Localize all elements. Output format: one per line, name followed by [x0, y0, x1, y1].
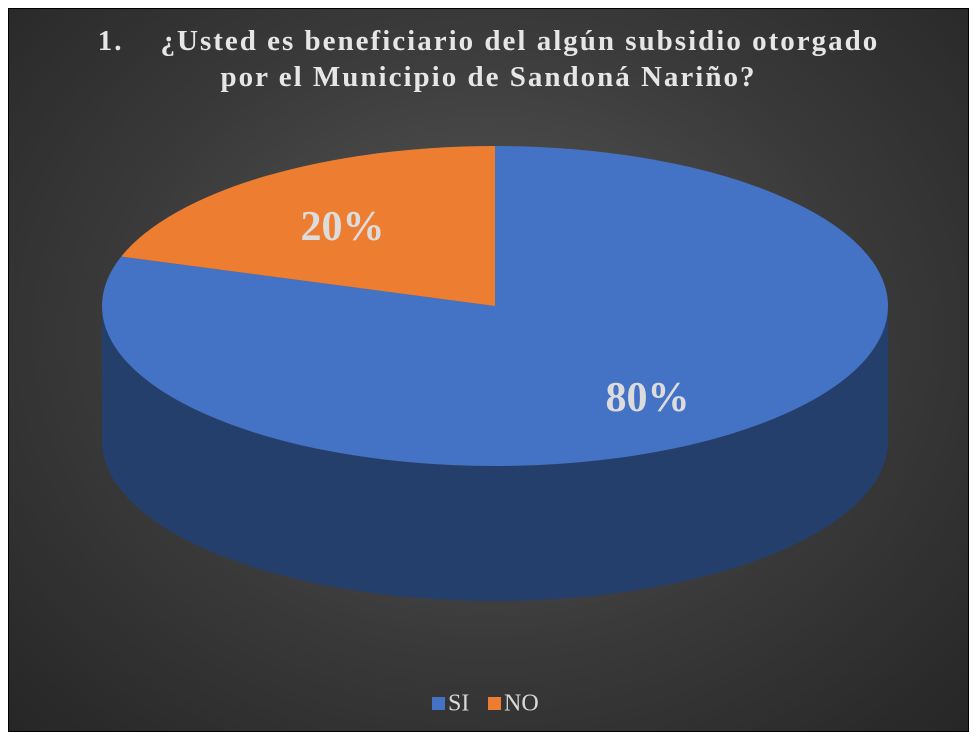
chart-title: 1. ¿Usted es beneficiario del algún subs… — [97, 25, 889, 93]
legend-label: SI — [448, 691, 469, 717]
legend-swatch — [432, 697, 445, 710]
slice — [101, 146, 888, 466]
slice-side — [102, 306, 888, 601]
plot: 80% 20% SI NO — [101, 146, 888, 717]
slice — [121, 146, 495, 306]
data-label: 80% — [605, 375, 689, 421]
legend-swatch — [488, 697, 501, 710]
legend-label: NO — [504, 691, 539, 717]
chart: 1. ¿Usted es beneficiario del algún subs… — [8, 8, 969, 732]
data-label: 20% — [301, 204, 385, 250]
